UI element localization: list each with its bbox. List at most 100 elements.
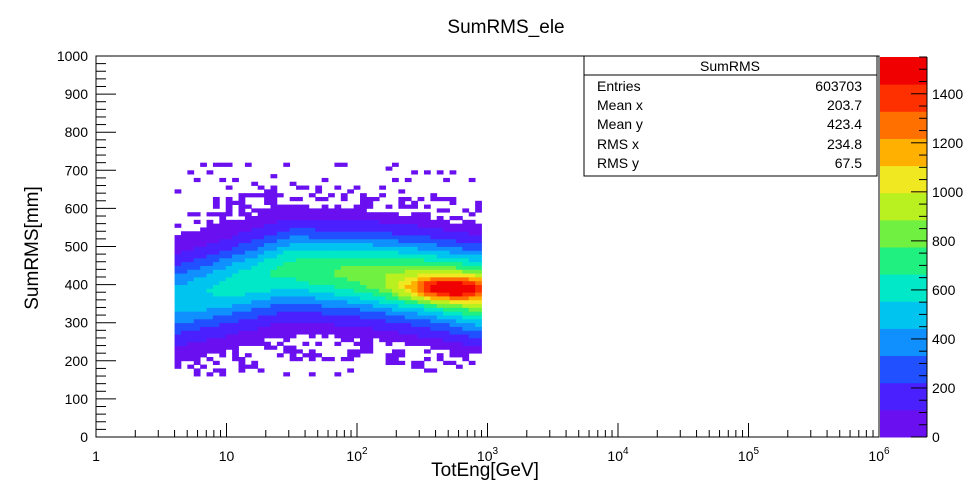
heatmap-cell [379, 231, 386, 236]
heatmap-cell [366, 196, 374, 202]
heatmap-cell [430, 368, 438, 373]
heatmap-cell [385, 219, 393, 225]
heatmap-cell [180, 318, 188, 324]
heatmap-cell [328, 326, 335, 331]
heatmap-cell [404, 227, 412, 232]
heatmap-cell [328, 261, 335, 266]
heatmap-cell [187, 257, 195, 263]
heatmap-cell [257, 227, 265, 232]
heatmap-cell [315, 235, 323, 240]
heatmap-cell [187, 280, 195, 285]
heatmap-cell [340, 238, 348, 244]
heatmap-cell [321, 292, 329, 297]
heatmap-cell [449, 280, 457, 285]
heatmap-cell [200, 250, 207, 255]
heatmap-cell [360, 276, 367, 282]
heatmap-cell [385, 307, 393, 312]
heatmap-cell [353, 257, 361, 263]
heatmap-cell [468, 288, 476, 293]
heatmap-cell [315, 185, 323, 190]
heatmap-cell [206, 246, 214, 251]
heatmap-cell [436, 303, 444, 308]
heatmap-cell [257, 257, 265, 263]
x-axis-label: TotEng[GeV] [431, 460, 539, 481]
heatmap-cell [232, 273, 239, 278]
heatmap-cell [404, 246, 412, 251]
heatmap-cell [468, 269, 476, 274]
heatmap-cell [353, 238, 361, 244]
heatmap-cell [404, 288, 412, 293]
heatmap-cell [404, 337, 412, 343]
heatmap-cell [430, 269, 438, 274]
heatmap-cell [187, 315, 195, 320]
heatmap-cell [225, 185, 233, 190]
heatmap-cell [180, 246, 188, 251]
heatmap-cell [283, 345, 291, 350]
heatmap-cell [296, 273, 303, 278]
heatmap-cell [392, 353, 399, 358]
heatmap-cell [289, 227, 297, 232]
heatmap-cell [455, 238, 463, 244]
heatmap-cell [174, 273, 182, 278]
heatmap-cell [392, 216, 399, 221]
heatmap-cell [206, 284, 214, 289]
heatmap-cell [212, 330, 220, 335]
heatmap-cell [398, 307, 406, 312]
heatmap-cell [366, 326, 374, 331]
heatmap-cell [328, 250, 335, 255]
heatmap-cell [270, 189, 278, 194]
heatmap-cell [340, 235, 348, 240]
heatmap-cell [174, 353, 182, 358]
heatmap-cell [302, 269, 310, 274]
heatmap-cell [257, 216, 265, 221]
heatmap-cell [475, 204, 482, 209]
heatmap-cell [206, 330, 214, 335]
heatmap-cell [289, 311, 297, 316]
heatmap-cell [244, 276, 252, 282]
heatmap-cell [296, 299, 303, 305]
heatmap-cell [411, 254, 418, 259]
heatmap-cell [468, 345, 476, 350]
heatmap-cell [385, 280, 393, 285]
heatmap-cell [328, 269, 335, 274]
heatmap-cell [398, 315, 406, 320]
heatmap-cell [232, 223, 239, 228]
color-scale-band [880, 219, 927, 248]
heatmap-cell [328, 273, 335, 278]
heatmap-cell [321, 296, 329, 301]
heatmap-cell [276, 223, 284, 228]
heatmap-cell [212, 276, 220, 282]
heatmap-cell [423, 250, 431, 255]
heatmap-cell [257, 219, 265, 225]
heatmap-cell [328, 330, 335, 335]
heatmap-cell [302, 307, 310, 312]
heatmap-cell [283, 334, 291, 339]
heatmap-cell [219, 254, 227, 259]
heatmap-cell [347, 311, 355, 316]
color-scale-label: 1200 [932, 135, 963, 151]
heatmap-cell [212, 231, 220, 236]
y-tick-label: 600 [65, 200, 89, 216]
heatmap-cell [468, 315, 476, 320]
heatmap-cell [251, 265, 259, 270]
heatmap-cell [193, 337, 201, 343]
heatmap-cell [225, 288, 233, 293]
heatmap-cell [328, 280, 335, 285]
heatmap-cell [244, 326, 252, 331]
heatmap-cell [174, 246, 182, 251]
heatmap-cell [449, 261, 457, 266]
heatmap-cell [270, 296, 278, 301]
heatmap-cell [321, 269, 329, 274]
heatmap-cell [270, 227, 278, 232]
color-scale-band [880, 274, 927, 302]
heatmap-cell [219, 334, 227, 339]
heatmap-cell [276, 307, 284, 312]
color-scale-band [880, 355, 927, 384]
heatmap-cell [334, 246, 342, 251]
heatmap-cell [417, 334, 425, 339]
heatmap-cell [276, 257, 284, 263]
heatmap-cell [430, 242, 438, 247]
heatmap-cell [232, 307, 239, 312]
heatmap-cell [251, 181, 259, 186]
heatmap-cell [264, 231, 271, 236]
